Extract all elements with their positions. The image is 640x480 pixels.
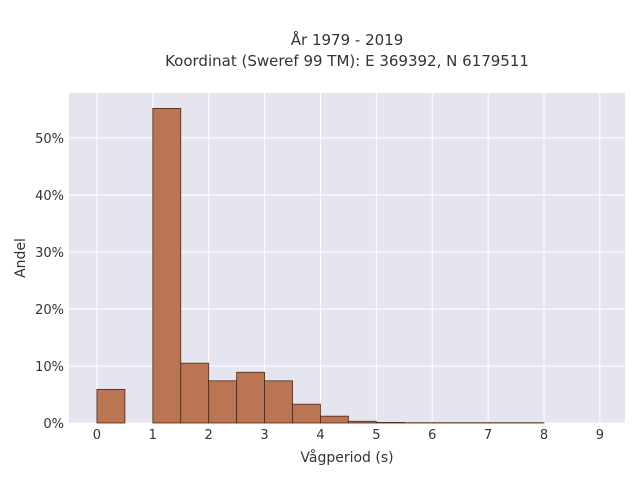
y-tick-labels: 0% 10% 20% 30% 40% 50% xyxy=(35,132,64,432)
y-tick-label: 40% xyxy=(35,189,64,204)
y-tick-label: 0% xyxy=(43,417,64,432)
histogram-bar xyxy=(96,388,126,424)
x-tick-label: 6 xyxy=(428,428,436,443)
y-tick-label: 20% xyxy=(35,303,64,318)
histogram-bar xyxy=(180,362,210,424)
y-tick-label: 10% xyxy=(35,360,64,375)
histogram-bar xyxy=(347,420,377,424)
x-tick-label: 7 xyxy=(484,428,492,443)
x-tick-label: 8 xyxy=(540,428,548,443)
histogram-bar xyxy=(152,107,182,424)
histogram-bars xyxy=(96,107,545,424)
y-tick-label: 50% xyxy=(35,132,64,147)
x-tick-label: 4 xyxy=(316,428,324,443)
histogram-bar xyxy=(264,380,293,424)
histogram-bar xyxy=(208,380,238,424)
chart-title-line1: År 1979 - 2019 xyxy=(291,30,404,49)
y-tick-label: 30% xyxy=(35,246,64,261)
x-tick-label: 3 xyxy=(260,428,268,443)
histogram-bar xyxy=(292,403,321,424)
histogram-bar xyxy=(320,415,349,424)
x-tick-labels: 0 1 2 3 4 5 6 7 8 9 xyxy=(93,428,604,443)
x-tick-label: 0 xyxy=(93,428,101,443)
x-tick-label: 9 xyxy=(596,428,604,443)
histogram-bar xyxy=(375,422,405,424)
y-axis-title: Andel xyxy=(13,238,29,278)
x-tick-label: 2 xyxy=(205,428,213,443)
chart-title-line2: Koordinat (Sweref 99 TM): E 369392, N 61… xyxy=(165,52,529,70)
x-tick-label: 5 xyxy=(372,428,380,443)
x-tick-label: 1 xyxy=(149,428,157,443)
x-axis-title: Vågperiod (s) xyxy=(300,449,393,466)
histogram-bar xyxy=(236,371,265,424)
